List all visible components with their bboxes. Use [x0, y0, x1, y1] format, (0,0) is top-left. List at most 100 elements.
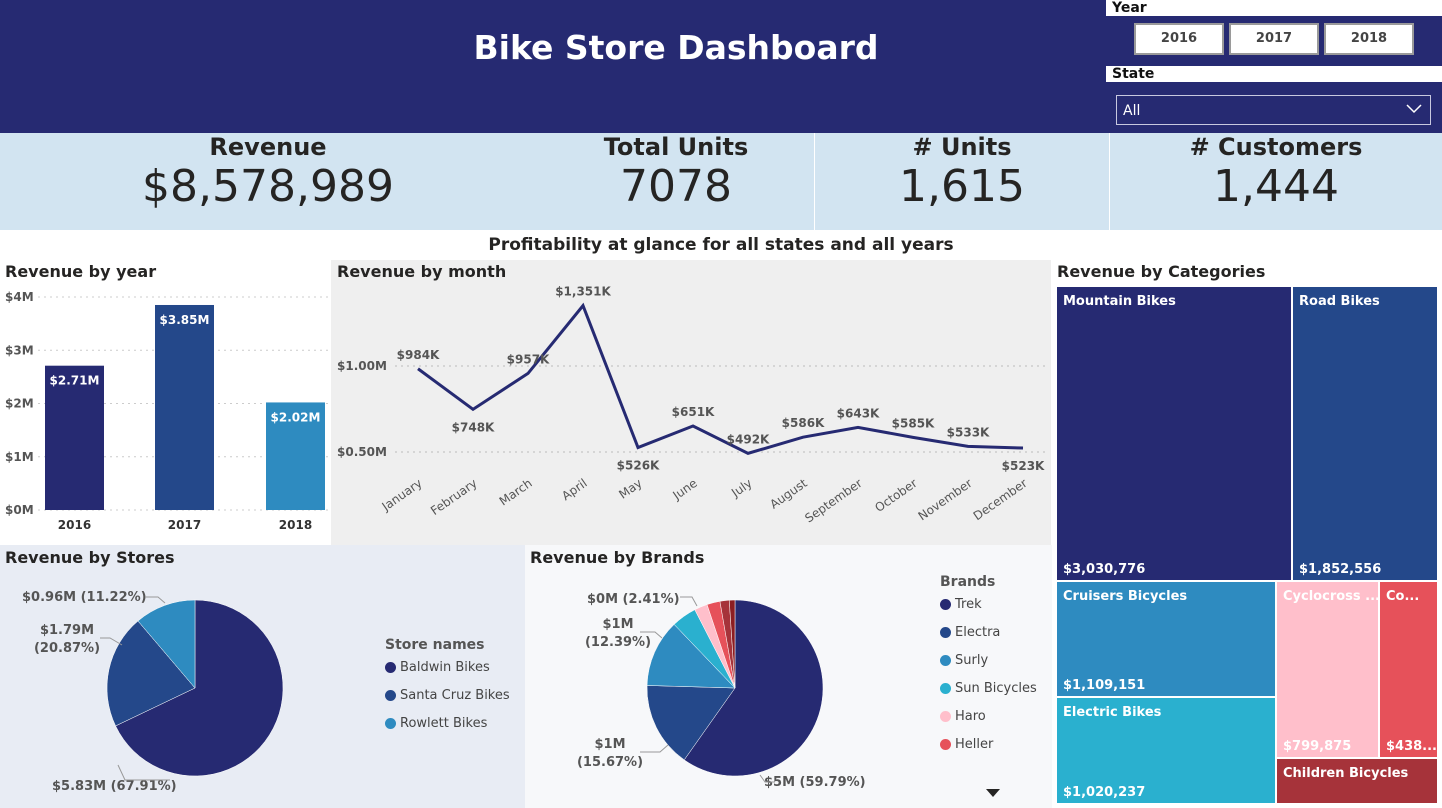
state-value: All	[1123, 103, 1141, 119]
pie-slice-surly[interactable]	[646, 624, 736, 689]
legend-label: Haro	[955, 708, 986, 724]
slice-data-label: $0.96M (11.22%)	[22, 590, 147, 605]
x-tick-label: May	[616, 476, 644, 502]
x-tick-label: 2018	[279, 518, 312, 532]
state-slicer-label: State	[1106, 66, 1442, 82]
legend-dot-icon	[940, 710, 951, 722]
tile-name: Children Bicycles	[1283, 766, 1409, 781]
treemap-tile-road-bikes[interactable]: Road Bikes $1,852,556	[1293, 287, 1437, 580]
y-tick-label: $3M	[5, 343, 34, 357]
treemap-tile-electric-bikes[interactable]: Electric Bikes $1,020,237	[1057, 698, 1275, 803]
categories-chart-title: Revenue by Categories	[1057, 262, 1266, 281]
stores-legend: Store names Baldwin Bikes Santa Cruz Bike…	[385, 637, 510, 737]
y-tick-label: $1.00M	[337, 359, 387, 373]
pie-slice-electra[interactable]	[646, 685, 736, 761]
treemap-tile-cyclocross-[interactable]: Cyclocross ... $799,875	[1277, 582, 1378, 757]
y-tick-label: $0.50M	[337, 445, 387, 459]
legend-item[interactable]: Baldwin Bikes	[385, 653, 510, 681]
x-tick-label: October	[872, 476, 919, 515]
pie-slice-rowlett-bikes[interactable]	[137, 599, 196, 689]
pie-slice-baldwin-bikes[interactable]	[115, 599, 284, 777]
point-data-label: $533K	[947, 425, 990, 439]
year-chart-title: Revenue by year	[5, 262, 157, 281]
treemap-tile-co-[interactable]: Co... $438...	[1380, 582, 1437, 757]
leader-line	[680, 596, 698, 607]
x-tick-label: June	[669, 476, 699, 503]
pie-slice-santa-cruz-bikes[interactable]	[106, 620, 196, 727]
point-data-label: $748K	[452, 420, 495, 434]
slice-data-label: $0M (2.41%)	[587, 592, 680, 607]
legend-scroll-down-icon[interactable]	[986, 789, 1000, 798]
pie-slice-trek[interactable]	[683, 599, 824, 777]
point-data-label: $523K	[1002, 459, 1045, 473]
tile-value: $1,020,237	[1063, 785, 1146, 800]
legend-item[interactable]: Electra	[940, 618, 1037, 646]
legend-dot-icon	[940, 738, 951, 750]
tile-value: $1,852,556	[1299, 562, 1382, 577]
kpi-value: 1,444	[1213, 161, 1339, 212]
bar-2017[interactable]	[155, 304, 214, 510]
bar-data-label: $2.02M	[271, 410, 321, 424]
legend-label: Rowlett Bikes	[400, 715, 488, 731]
tile-name: Cyclocross ...	[1283, 589, 1378, 604]
tile-name: Mountain Bikes	[1063, 294, 1176, 309]
x-tick-label: August	[767, 476, 810, 512]
kpi-value: 1,615	[899, 161, 1025, 212]
x-tick-label: 2016	[58, 518, 91, 532]
kpi-title: Total Units	[603, 133, 749, 161]
point-data-label: $957K	[507, 352, 550, 366]
bar-data-label: $2.71M	[50, 374, 100, 388]
tile-value: $438...	[1386, 739, 1437, 754]
legend-item[interactable]: Santa Cruz Bikes	[385, 681, 510, 709]
kpi-band	[0, 133, 1442, 230]
legend-item[interactable]: Heller	[940, 730, 1037, 758]
slice-data-label: $1.79M (20.87%)	[34, 623, 100, 656]
year-button-2017[interactable]: 2017	[1229, 23, 1319, 55]
state-dropdown[interactable]: All	[1116, 95, 1431, 125]
year-button-2016[interactable]: 2016	[1134, 23, 1224, 55]
legend-dot-icon	[940, 598, 951, 610]
tile-value: $799,875	[1283, 739, 1352, 754]
brands-chart-title: Revenue by Brands	[530, 548, 705, 567]
treemap-tile-cruisers-bicycles[interactable]: Cruisers Bicycles $1,109,151	[1057, 582, 1275, 696]
leader-line	[145, 596, 166, 604]
point-data-label: $526K	[617, 459, 660, 473]
kpi-customers: # Customers 1,444	[1110, 133, 1442, 212]
pie-slice-other[interactable]	[728, 599, 736, 689]
chevron-down-icon	[1406, 104, 1422, 114]
legend-item[interactable]: Haro	[940, 702, 1037, 730]
tile-name: Co...	[1386, 589, 1420, 604]
y-tick-label: $4M	[5, 290, 34, 304]
bar-2018[interactable]	[266, 402, 325, 510]
legend-dot-icon	[940, 626, 951, 638]
kpi-divider	[814, 133, 815, 230]
legend-item[interactable]: Surly	[940, 646, 1037, 674]
kpi-total-units: Total Units 7078	[526, 133, 826, 212]
x-tick-label: September	[802, 476, 864, 526]
leader-line	[640, 631, 663, 639]
leader-line	[117, 764, 170, 781]
treemap-tile-children-bicycles[interactable]: Children Bicycles	[1277, 759, 1437, 803]
point-data-label: $586K	[782, 416, 825, 430]
x-tick-label: February	[428, 476, 480, 518]
legend-item[interactable]: Trek	[940, 590, 1037, 618]
slice-data-label: $1M (15.67%)	[577, 737, 643, 770]
x-tick-label: April	[559, 476, 590, 503]
x-tick-label: January	[379, 476, 425, 514]
bar-2016[interactable]	[45, 365, 104, 510]
point-data-label: $643K	[837, 406, 880, 420]
y-tick-label: $2M	[5, 397, 34, 411]
revenue-line[interactable]	[417, 302, 1024, 455]
leader-line	[640, 744, 669, 753]
x-tick-label: November	[916, 476, 975, 523]
year-button-2018[interactable]: 2018	[1324, 23, 1414, 55]
treemap-tile-mountain-bikes[interactable]: Mountain Bikes $3,030,776	[1057, 287, 1291, 580]
slice-data-label: $1M (12.39%)	[585, 617, 651, 650]
point-data-label: $984K	[397, 348, 440, 362]
legend-title: Brands	[940, 574, 996, 590]
page-subtitle: Profitability at glance for all states a…	[488, 235, 954, 255]
legend-item[interactable]: Rowlett Bikes	[385, 709, 510, 737]
legend-item[interactable]: Sun Bicycles	[940, 674, 1037, 702]
kpi-revenue: Revenue $8,578,989	[118, 133, 418, 212]
